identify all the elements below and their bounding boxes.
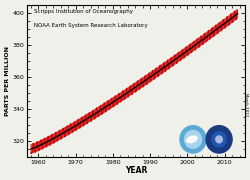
Ellipse shape	[180, 126, 206, 153]
Ellipse shape	[212, 132, 226, 147]
Ellipse shape	[187, 136, 197, 143]
Ellipse shape	[216, 136, 222, 143]
Text: Scripps Institution of Oceanography: Scripps Institution of Oceanography	[34, 9, 133, 14]
Text: NOAA Earth System Research Laboratory: NOAA Earth System Research Laboratory	[34, 23, 148, 28]
Text: March 2013: March 2013	[244, 93, 248, 116]
Ellipse shape	[184, 130, 202, 148]
Y-axis label: PARTS PER MILLION: PARTS PER MILLION	[5, 46, 10, 116]
X-axis label: YEAR: YEAR	[125, 166, 148, 175]
Ellipse shape	[206, 126, 232, 153]
